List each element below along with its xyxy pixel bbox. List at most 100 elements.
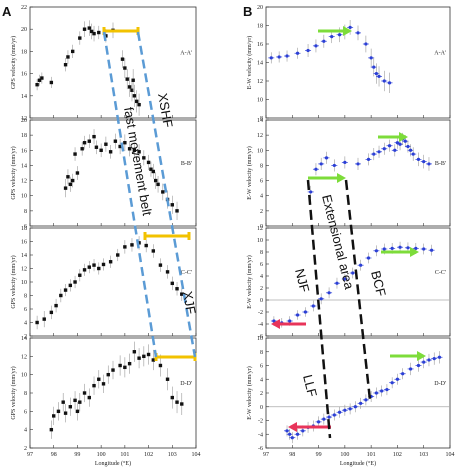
- data-point: [111, 368, 115, 372]
- y-tick-label: 6: [260, 262, 263, 268]
- data-point: [180, 402, 184, 406]
- data-point: [49, 310, 54, 315]
- data-point: [113, 139, 118, 143]
- data-point: [63, 411, 68, 415]
- data-point: [416, 157, 421, 161]
- data-point: [106, 372, 110, 377]
- y-axis-label: GPS velocity (mm/yr): [10, 366, 17, 419]
- y-tick-label: 8: [260, 250, 263, 256]
- data-point: [393, 148, 397, 152]
- data-point: [359, 401, 363, 405]
- green-arrow-3: [308, 173, 346, 183]
- y-tick-label: 18: [21, 49, 27, 55]
- data-point: [37, 78, 42, 82]
- data-point: [101, 262, 106, 267]
- data-point: [295, 432, 300, 436]
- data-point: [332, 413, 336, 417]
- data-point: [68, 182, 73, 187]
- data-point: [401, 372, 405, 376]
- data-point: [97, 266, 101, 271]
- y-axis-label: GPS velocity (mm/yr): [10, 36, 17, 89]
- data-point: [137, 241, 141, 245]
- data-point: [151, 249, 156, 253]
- data-point: [153, 178, 158, 183]
- y-tick-label: 20: [21, 27, 27, 33]
- data-point: [40, 76, 44, 80]
- data-point: [92, 263, 96, 267]
- data-point: [135, 99, 139, 104]
- y-tick-label: 8: [260, 116, 263, 122]
- data-point: [309, 190, 313, 194]
- data-point: [108, 150, 113, 154]
- data-point: [132, 350, 137, 354]
- y-tick-label: 8: [260, 350, 263, 356]
- x-axis-label: Longitude (°E): [95, 460, 131, 467]
- y-tick-label: 14: [21, 163, 27, 169]
- data-point: [408, 148, 413, 152]
- data-point: [338, 410, 342, 414]
- y-tick-label: 18: [257, 24, 263, 30]
- data-point: [416, 363, 421, 368]
- y-tick-label: 6: [24, 224, 27, 230]
- y-tick-label: 6: [24, 409, 27, 415]
- data-point: [422, 360, 426, 364]
- y-tick-label: 22: [21, 5, 27, 11]
- data-point: [97, 30, 101, 35]
- x-tick-label: 104: [446, 452, 455, 458]
- plot-frame: [29, 119, 197, 227]
- data-point: [385, 387, 389, 392]
- y-tick-label: -4: [258, 322, 263, 328]
- red-arrow-2: [288, 422, 331, 432]
- data-point: [175, 400, 179, 404]
- y-tick-label: 14: [257, 61, 263, 67]
- x-tick-label: 97: [263, 452, 269, 458]
- data-point: [348, 407, 352, 411]
- label-bcf: BCF: [368, 269, 389, 298]
- data-point: [131, 78, 135, 82]
- data-point: [303, 310, 308, 314]
- data-point: [387, 144, 392, 148]
- data-point: [87, 395, 91, 400]
- data-point: [87, 265, 91, 269]
- data-point: [269, 56, 273, 60]
- y-tick-label: 0: [260, 298, 263, 304]
- data-point: [61, 400, 65, 404]
- y-axis-label: E-W velocity (mm/yr): [246, 255, 253, 309]
- y-tick-label: 10: [257, 148, 263, 154]
- data-point: [132, 94, 137, 98]
- green-arrow-2: [378, 132, 408, 142]
- panel-letter-a: A: [2, 4, 12, 19]
- y-tick-label: 10: [21, 280, 27, 286]
- yellow-bar-a: [102, 27, 140, 35]
- data-point: [311, 304, 315, 308]
- x-tick-label: 99: [74, 452, 80, 458]
- data-point: [151, 358, 156, 362]
- data-point: [332, 163, 336, 168]
- data-point: [316, 420, 321, 424]
- data-point: [97, 377, 101, 381]
- plot-b-dd: -6 -4 -2 0 2 4 6 8 10 97 98 99 100 101 102 103 104 E-W ve…: [246, 336, 455, 467]
- y-tick-label: 18: [21, 226, 27, 232]
- data-point: [70, 49, 75, 54]
- profile-label: D-D': [180, 381, 192, 387]
- data-point: [335, 281, 339, 285]
- data-point: [73, 398, 77, 403]
- data-point: [127, 361, 132, 366]
- data-point: [288, 432, 292, 436]
- data-point: [82, 391, 87, 395]
- data-point: [324, 156, 329, 160]
- y-tick-label: 0: [260, 405, 263, 411]
- x-tick-label: 98: [289, 452, 295, 458]
- data-point: [285, 54, 289, 58]
- x-tick-label: 97: [27, 452, 33, 458]
- data-point: [49, 427, 54, 432]
- y-axis-label: GPS velocity (mm/yr): [10, 255, 17, 308]
- data-point: [170, 203, 174, 207]
- x-tick-label: 101: [120, 452, 129, 458]
- y-axis-label: GPS velocity (mm/yr): [10, 146, 17, 199]
- data-point: [359, 263, 363, 267]
- x-tick-label: 103: [419, 452, 428, 458]
- data-point: [104, 142, 108, 146]
- y-tick-label: 14: [257, 118, 263, 124]
